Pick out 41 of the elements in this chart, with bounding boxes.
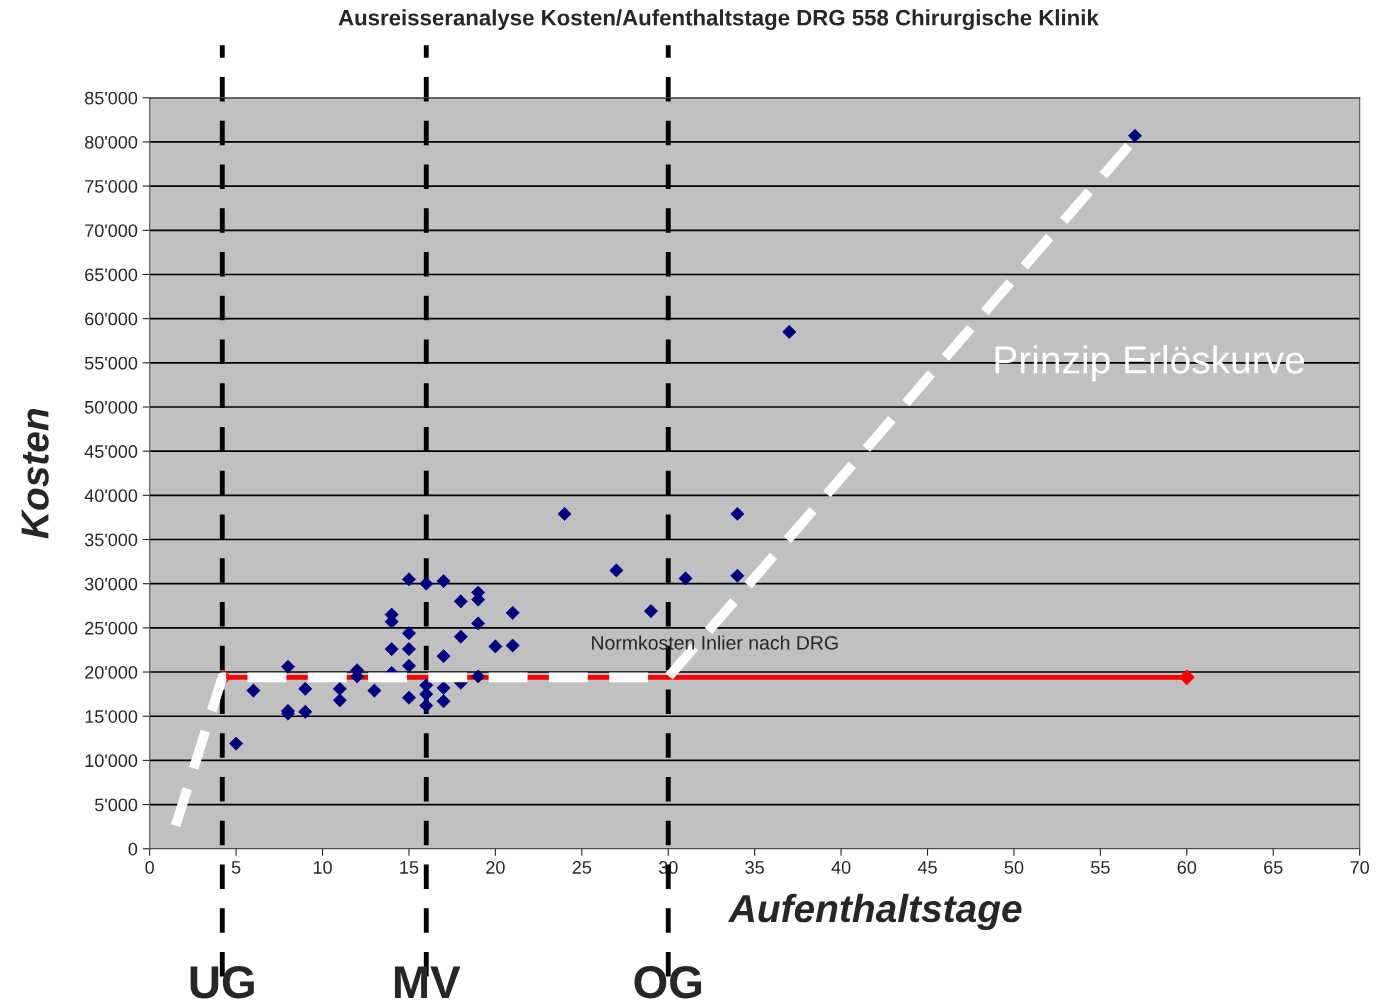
y-tick-label: 80'000 (85, 135, 138, 149)
x-tick-label: 65 (1264, 861, 1283, 874)
x-axis-title: Aufenthaltstage (727, 893, 1022, 931)
x-tick-label: 50 (1004, 861, 1024, 874)
ref-line-label: MV (394, 966, 461, 999)
y-tick-label: 75'000 (85, 180, 138, 193)
ref-line-label: UG (190, 966, 254, 999)
y-tick-label: 45'000 (84, 445, 138, 458)
y-tick-label: 0 (128, 842, 138, 856)
y-tick-label: 70'000 (85, 224, 138, 238)
y-tick-label: 85'000 (85, 91, 138, 105)
y-tick-label: 50'000 (84, 400, 138, 414)
y-tick-label: 60'000 (85, 312, 138, 326)
point (1179, 669, 1195, 685)
x-tick-label: 55 (1091, 861, 1110, 874)
x-tick-label: 15 (400, 861, 419, 874)
x-tick-label: 70 (1350, 861, 1369, 874)
x-tick-label: 10 (313, 861, 332, 874)
y-tick-label: 5'000 (94, 798, 138, 812)
x-tick-label: 0 (145, 861, 154, 874)
y-tick-label: 15'000 (85, 710, 138, 723)
chart-title: Ausreisseranalyse Kosten/Aufenthaltstage DRG 558 Chirurgische Klinik (338, 9, 1099, 31)
x-tick-label: 45 (917, 861, 937, 874)
y-axis-title: Kosten (21, 408, 49, 539)
y-tick-label: 10'000 (85, 754, 138, 768)
y-tick-label: 65'000 (85, 268, 138, 282)
y-tick-label: 30'000 (84, 577, 138, 591)
annotation: Normkosten Inlier nach DRG (592, 635, 838, 650)
y-tick-label: 20'000 (85, 665, 138, 679)
x-tick-label: 5 (231, 861, 241, 874)
x-tick-label: 25 (572, 861, 592, 874)
x-tick-label: 20 (486, 861, 505, 874)
y-tick-label: 25'000 (85, 621, 138, 635)
x-tick-label: 40 (831, 861, 851, 874)
y-tick-label: 40'000 (84, 489, 138, 503)
x-tick-label: 60 (1177, 861, 1197, 874)
y-tick-label: 35'000 (84, 533, 138, 547)
x-tick-label: 35 (745, 861, 764, 874)
y-tick-label: 55'000 (84, 356, 138, 370)
point (298, 681, 313, 696)
ref-line-label: OG (634, 966, 702, 999)
